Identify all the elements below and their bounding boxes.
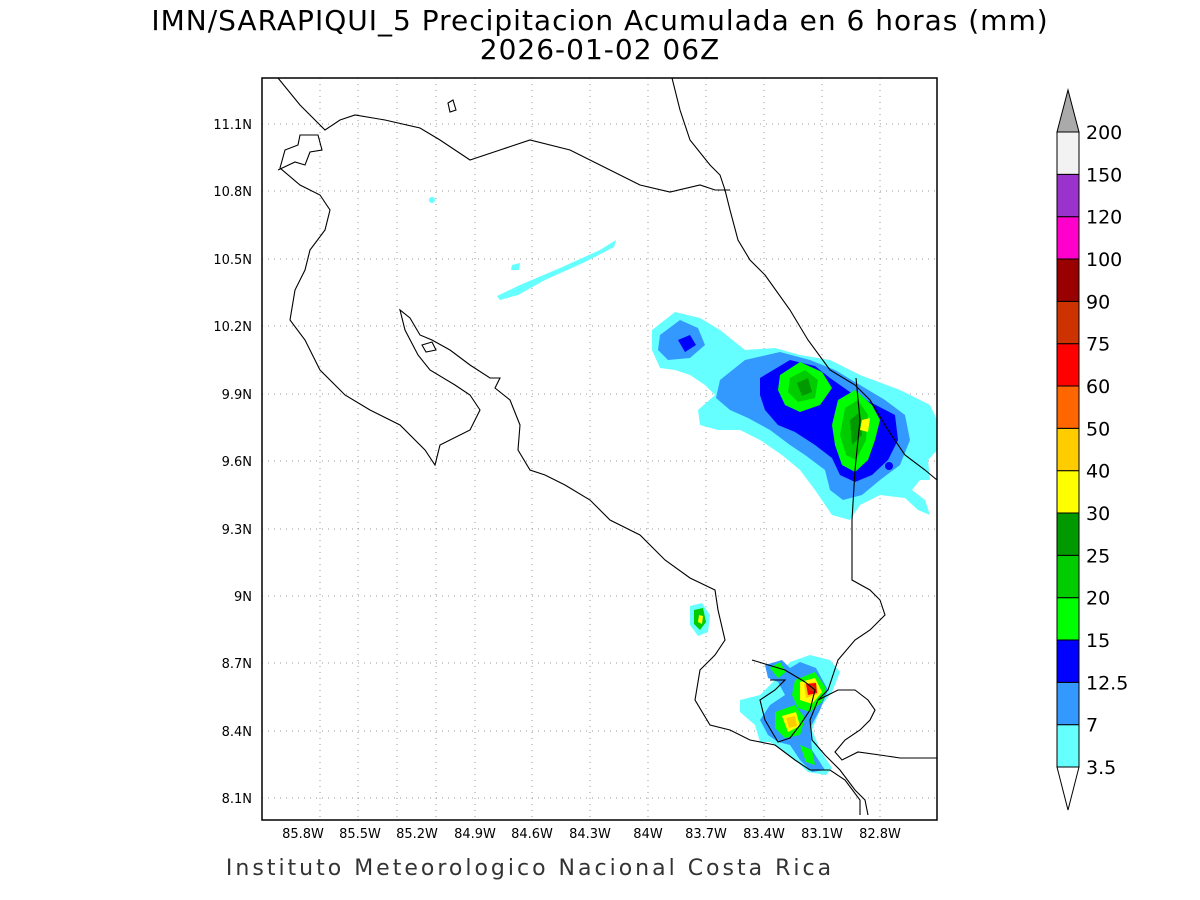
coastlines <box>277 77 938 816</box>
lake-nicaragua-island <box>447 99 457 113</box>
burica-coast <box>817 689 937 761</box>
colorbar-swatch <box>1056 724 1080 768</box>
colorbar-label: 100 <box>1086 249 1122 271</box>
colorbar-label: 90 <box>1086 291 1110 313</box>
colorbar-label: 30 <box>1086 503 1110 525</box>
colorbar-label: 150 <box>1086 164 1122 186</box>
lat-tick: 8.4N <box>222 725 252 740</box>
lat-tick: 9.9N <box>222 388 252 403</box>
lat-tick: 9.6N <box>222 455 252 470</box>
lon-tick: 83.4W <box>743 827 785 842</box>
panama-border <box>809 377 886 816</box>
footer-credit: Instituto Meteorologico Nacional Costa R… <box>0 856 1200 881</box>
colorbar-swatch <box>1056 470 1080 514</box>
colorbar-label: 20 <box>1086 588 1110 610</box>
lon-tick: 84W <box>633 827 663 842</box>
grid-lines <box>262 78 936 820</box>
colorbar-swatch <box>1056 427 1080 472</box>
colorbar-swatch <box>1056 343 1080 387</box>
colorbar-label: 7 <box>1086 715 1098 737</box>
colorbar-swatch <box>1056 681 1080 726</box>
colorbar-bottom-arrow <box>1056 766 1080 811</box>
colorbar-swatch <box>1056 639 1080 683</box>
colorbar-label: 60 <box>1086 376 1110 398</box>
lon-tick: 82.8W <box>859 827 901 842</box>
colorbar-swatch <box>1056 512 1080 556</box>
colorbar-swatch <box>1056 597 1080 641</box>
lon-tick: 84.9W <box>454 827 496 842</box>
lon-tick: 83.7W <box>685 827 727 842</box>
colorbar-swatch <box>1056 131 1080 175</box>
lon-tick: 83.1W <box>801 827 843 842</box>
lon-tick: 84.3W <box>569 827 611 842</box>
nw-coast <box>277 134 861 815</box>
colorbar-label: 3.5 <box>1086 757 1116 779</box>
colorbar-label: 50 <box>1086 418 1110 440</box>
colorbar-label: 40 <box>1086 461 1110 483</box>
colorbar-label: 12.5 <box>1086 672 1128 694</box>
map-frame <box>261 77 938 821</box>
colorbar-label: 15 <box>1086 630 1110 652</box>
footer-text: Instituto Meteorologico Nacional Costa R… <box>225 856 835 881</box>
colorbar-label: 200 <box>1086 122 1122 144</box>
osa-peninsula <box>751 659 816 743</box>
precipitation-areas <box>429 197 937 775</box>
colorbar-top-arrow <box>1056 88 1080 133</box>
lat-tick: 9.3N <box>222 523 252 538</box>
lat-tick-labels: 11.1N 10.8N 10.5N 10.2N 9.9N 9.6N 9.3N 9… <box>213 118 252 807</box>
nicoya-island <box>421 341 437 353</box>
map-datetime: 2026-01-02 06Z <box>479 33 721 66</box>
colorbar-label: 120 <box>1086 207 1122 229</box>
lat-tick: 10.8N <box>213 185 252 200</box>
lon-tick: 85.5W <box>339 827 381 842</box>
map-title: IMN/SARAPIQUI_5 Precipitacion Acumulada … <box>151 4 1049 37</box>
colorbar-swatch <box>1056 216 1080 260</box>
colorbar-swatch <box>1056 385 1080 429</box>
lat-tick: 10.5N <box>213 253 252 268</box>
precip-light-streak <box>497 240 616 300</box>
lat-tick: 10.2N <box>213 320 252 335</box>
lon-tick: 85.8W <box>282 827 324 842</box>
colorbar-swatch <box>1056 300 1080 345</box>
lat-tick: 11.1N <box>213 118 252 133</box>
lon-tick-labels: 85.8W 85.5W 85.2W 84.9W 84.6W 84.3W 84W … <box>282 827 901 842</box>
lat-tick: 9N <box>234 590 252 605</box>
lat-tick: 8.1N <box>222 792 252 807</box>
colorbar-swatch <box>1056 173 1080 218</box>
colorbar: 3.5 7 12.5 15 20 25 30 40 50 60 75 90 100 120 150 200 <box>1056 88 1128 811</box>
colorbar-label: 75 <box>1086 334 1110 356</box>
colorbar-label: 25 <box>1086 545 1110 567</box>
precip-northeast-25mm <box>797 378 862 445</box>
colorbar-swatch <box>1056 258 1080 302</box>
nicaragua-border <box>277 77 730 193</box>
lon-tick: 84.6W <box>511 827 553 842</box>
lat-tick: 8.7N <box>222 657 252 672</box>
lon-tick: 85.2W <box>396 827 438 842</box>
caribbean-coast <box>671 77 938 481</box>
colorbar-swatch <box>1056 554 1080 599</box>
